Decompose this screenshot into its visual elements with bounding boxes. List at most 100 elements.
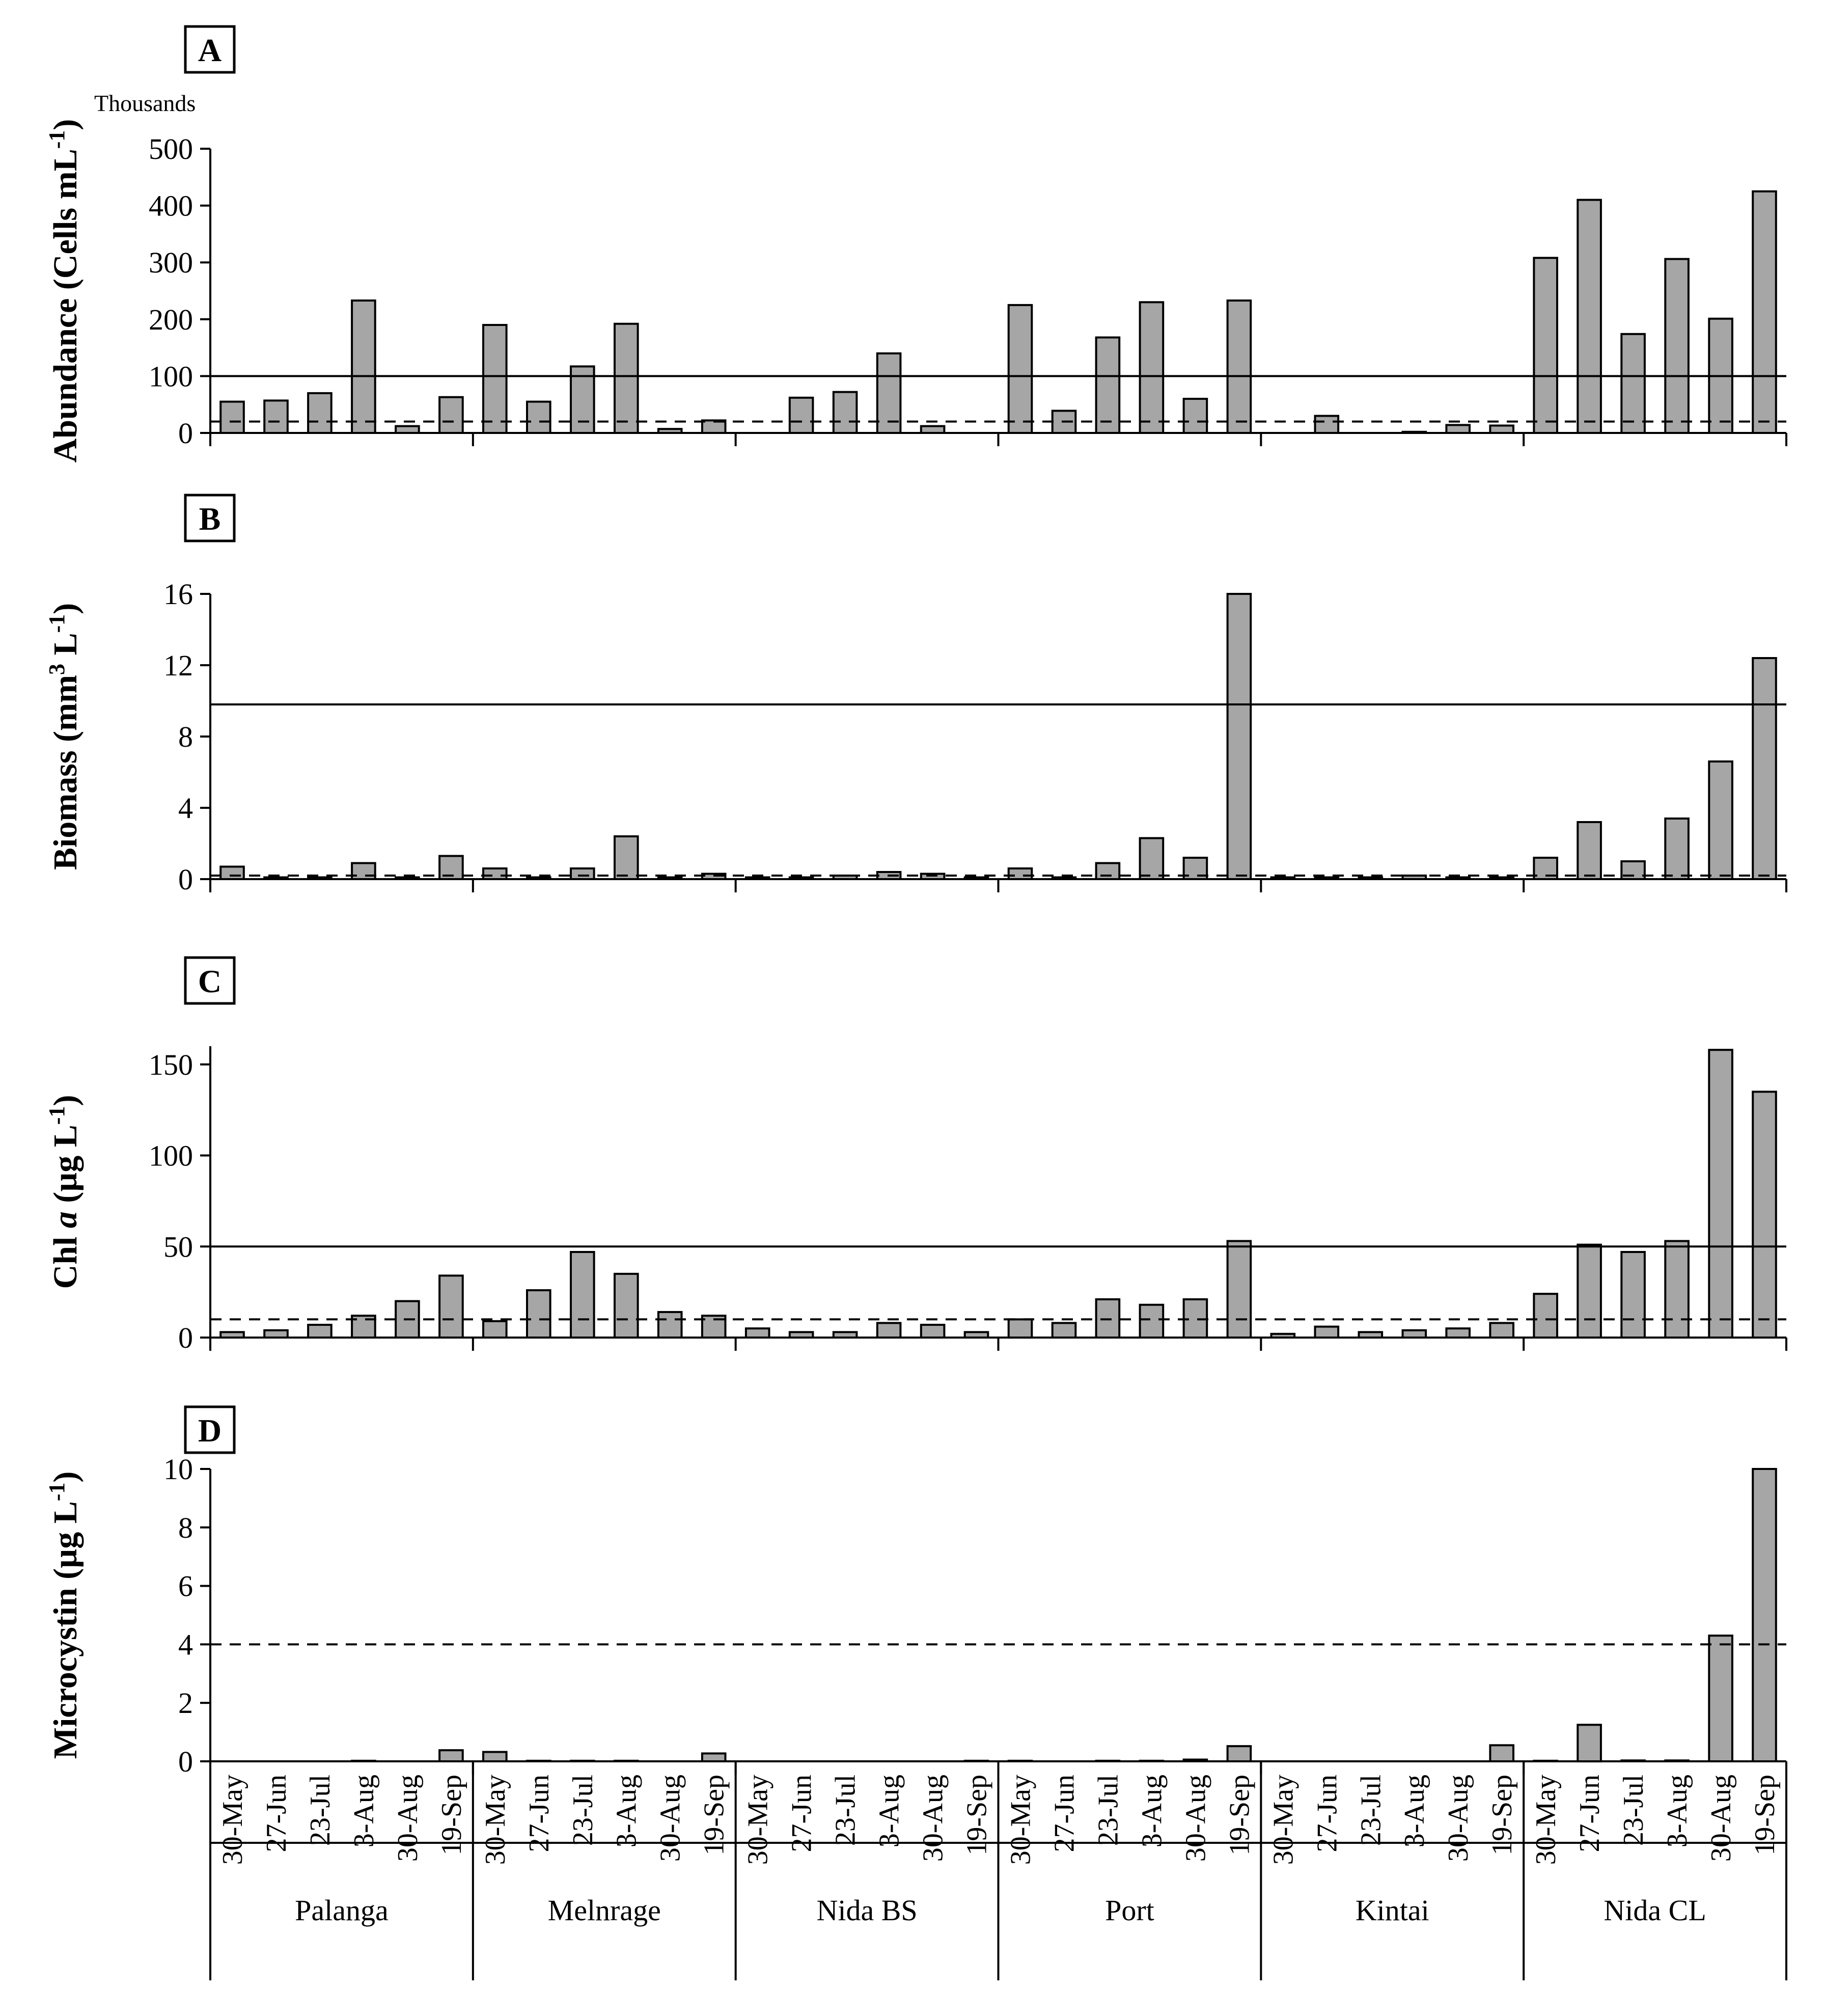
bar-a-4-4 (1139, 301, 1165, 434)
date-tick-label: 30-May (742, 1775, 774, 1865)
bar-d-6-6 (1752, 1468, 1777, 1762)
y-axis-title: Abundance (Cells mL-1) (44, 119, 85, 463)
date-tick-label: 27-Jun (1311, 1775, 1343, 1852)
y-tick-label: 6 (178, 1570, 193, 1603)
date-tick-label: 23-Jul (567, 1775, 599, 1846)
date-tick-label: 3-Aug (1662, 1775, 1693, 1847)
y-tick-label: 16 (163, 578, 193, 611)
date-tick-label: 30-May (480, 1775, 511, 1865)
bar-c-2-5 (657, 1311, 683, 1339)
site-label: Melnrage (548, 1894, 661, 1927)
bar-b-2-3 (570, 867, 595, 880)
y-tick-label: 300 (149, 246, 193, 279)
bar-a-6-6 (1752, 190, 1777, 434)
bar-c-6-5 (1708, 1049, 1733, 1339)
bar-b-4-1 (1007, 867, 1033, 880)
bar-a-3-4 (876, 352, 902, 434)
panel-d: 0 2 4 6 8 10 Microcystin (µg L-1) D (44, 1405, 1787, 1778)
site-label: Port (1105, 1894, 1154, 1927)
bar-b-6-2 (1577, 821, 1602, 880)
panel-letter: C (198, 963, 222, 999)
bar-a-2-1 (482, 324, 508, 434)
y-tick-label: 0 (178, 1745, 193, 1778)
bar-a-1-1 (219, 400, 245, 434)
date-tick-label: 19-Sep (436, 1775, 467, 1856)
y-axis-title: Chl a (µg L-1) (44, 1095, 85, 1289)
panel-c: 0 50 100 150 Chl a (µg L-1) C (44, 956, 1787, 1354)
bar-d-2-1 (482, 1751, 508, 1763)
bar-c-5-4 (1401, 1329, 1427, 1339)
date-tick-label: 30-Aug (392, 1775, 424, 1862)
bar-b-6-4 (1664, 818, 1690, 880)
y-tick-label: 200 (149, 303, 193, 336)
bar-c-4-1 (1007, 1318, 1033, 1339)
y-tick-label: 12 (163, 649, 193, 682)
panel-letter: D (198, 1412, 222, 1449)
site-label: Nida BS (816, 1894, 917, 1927)
bar-a-2-4 (614, 322, 639, 434)
bar-c-3-5 (920, 1324, 946, 1339)
bar-b-4-6 (1226, 593, 1252, 880)
date-tick-label: 19-Sep (1749, 1775, 1781, 1856)
bar-a-4-1 (1007, 304, 1033, 434)
y-tick-label: 0 (178, 417, 193, 450)
y-axis-title: Microcystin (µg L-1) (44, 1472, 85, 1759)
bar-a-6-3 (1620, 333, 1646, 434)
date-tick-label: 23-Jul (1092, 1775, 1124, 1846)
date-tick-label: 27-Jun (1574, 1775, 1606, 1852)
date-tick-label: 19-Sep (961, 1775, 993, 1856)
category-axis: 30-May 27-Jun 23-Jul 3-Aug 30-Aug 19-Sep Palan… (209, 1761, 1787, 1980)
date-tick-label: 30-May (217, 1775, 248, 1865)
units-note: Thousands (94, 90, 196, 116)
bar-a-6-1 (1533, 257, 1558, 434)
bar-c-6-1 (1533, 1293, 1558, 1339)
panel-a: 0 100 200 300 400 500 Abundance (Cells mL-1) Th… (44, 25, 1787, 463)
bar-a-3-2 (788, 396, 814, 434)
bar-b-1-4 (351, 862, 376, 880)
bar-b-6-6 (1752, 657, 1777, 880)
date-tick-label: 3-Aug (611, 1775, 643, 1847)
site-label: Kintai (1356, 1894, 1429, 1927)
panel-label-box (184, 1405, 236, 1454)
bar-a-6-2 (1577, 199, 1602, 434)
bar-c-4-6 (1226, 1240, 1252, 1339)
bar-a-3-5 (920, 425, 946, 434)
date-tick-label: 19-Sep (699, 1775, 730, 1856)
date-tick-label: 23-Jul (1618, 1775, 1649, 1846)
bar-c-1-3 (307, 1324, 333, 1339)
date-tick-label: 30-Aug (655, 1775, 686, 1862)
bar-a-4-3 (1095, 336, 1121, 434)
date-tick-label: 30-May (1005, 1775, 1036, 1865)
panel-b: 0 4 8 12 16 Biomass (mm3 L-1) B (44, 494, 1787, 896)
bar-b-6-5 (1708, 760, 1733, 880)
bar-b-1-1 (219, 865, 245, 880)
bar-a-2-2 (526, 400, 551, 434)
date-tick-label: 3-Aug (1136, 1775, 1168, 1847)
bar-c-4-2 (1051, 1322, 1077, 1339)
date-tick-label: 30-Aug (918, 1775, 949, 1862)
bar-c-2-3 (570, 1251, 595, 1339)
panel-label-box (184, 956, 236, 1005)
bar-a-1-4 (351, 299, 376, 434)
bar-c-4-4 (1139, 1303, 1165, 1339)
y-tick-label: 0 (178, 1321, 193, 1354)
bar-d-6-5 (1708, 1634, 1733, 1762)
site-label: Palanga (295, 1894, 389, 1927)
y-tick-label: 400 (149, 189, 193, 223)
panel-letter: A (198, 32, 222, 68)
date-tick-label: 23-Jul (305, 1775, 336, 1846)
date-tick-label: 27-Jun (261, 1775, 292, 1852)
date-tick-label: 27-Jun (786, 1775, 818, 1852)
date-tick-label: 3-Aug (348, 1775, 380, 1847)
bar-b-2-1 (482, 867, 508, 880)
bar-c-6-2 (1577, 1243, 1602, 1339)
date-tick-label: 27-Jun (1048, 1775, 1080, 1852)
y-tick-label: 10 (163, 1453, 193, 1486)
date-tick-label: 30-May (1267, 1775, 1299, 1865)
panel-letter: B (199, 501, 221, 537)
bar-c-5-5 (1445, 1327, 1471, 1339)
bar-a-5-6 (1489, 424, 1514, 434)
bar-a-1-6 (438, 396, 464, 434)
y-tick-label: 8 (178, 1511, 193, 1544)
